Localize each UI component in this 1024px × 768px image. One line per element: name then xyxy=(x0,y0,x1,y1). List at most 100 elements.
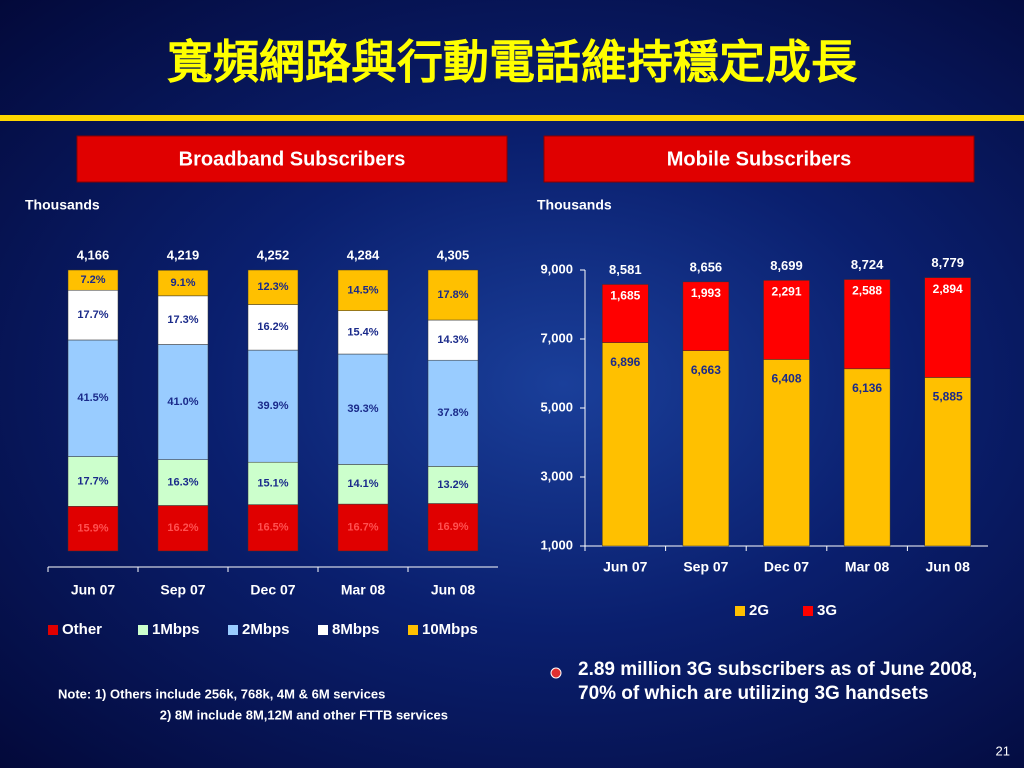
data-label: 6,136 xyxy=(852,381,882,395)
bar-segment xyxy=(337,353,389,465)
bar-segment xyxy=(602,284,649,343)
note: 2) 8M include 8M,12M and other FTTB serv… xyxy=(160,707,448,722)
bar-segment xyxy=(427,319,479,361)
legend-swatch xyxy=(318,625,328,635)
data-label: 17.7% xyxy=(77,475,108,487)
y-tick-label: 7,000 xyxy=(540,330,573,345)
total-label: 4,252 xyxy=(257,247,290,262)
bar-segment xyxy=(924,277,971,378)
total-label: 8,724 xyxy=(851,257,884,272)
bar-segment xyxy=(337,464,389,505)
bar-segment xyxy=(427,269,479,321)
x-tick-label: Mar 08 xyxy=(341,582,386,598)
bar-segment xyxy=(67,456,119,507)
legend-swatch xyxy=(803,606,813,616)
bar-segment xyxy=(247,269,299,305)
data-label: 16.5% xyxy=(257,522,288,534)
chart-header: Mobile Subscribers xyxy=(667,148,852,170)
x-tick-label: Dec 07 xyxy=(250,582,295,598)
data-label: 16.2% xyxy=(257,321,288,333)
x-tick-label: Jun 08 xyxy=(431,582,476,598)
bar-segment xyxy=(247,349,299,463)
data-label: 14.5% xyxy=(347,284,378,296)
legend-swatch xyxy=(138,625,148,635)
header-box xyxy=(76,135,508,183)
bar-segment xyxy=(247,304,299,351)
x-tick-label: Jun 08 xyxy=(926,559,971,575)
data-label: 17.7% xyxy=(77,309,108,321)
data-label: 7.2% xyxy=(80,274,105,286)
bar-segment xyxy=(157,295,209,345)
bar-segment xyxy=(67,506,119,552)
page-number: 21 xyxy=(996,743,1010,758)
total-label: 4,284 xyxy=(347,247,380,262)
bar-segment xyxy=(602,342,649,547)
legend-label: 2Mbps xyxy=(242,621,290,638)
bar-segment xyxy=(337,503,389,552)
bar-segment xyxy=(67,269,119,291)
data-label: 39.3% xyxy=(347,403,378,415)
x-tick-label: Sep 07 xyxy=(160,582,205,598)
x-tick-label: Sep 07 xyxy=(683,559,728,575)
data-label: 41.0% xyxy=(167,396,198,408)
data-label: 6,408 xyxy=(771,372,801,386)
total-label: 8,656 xyxy=(690,259,723,274)
bar-segment xyxy=(763,359,810,547)
data-label: 15.1% xyxy=(257,477,288,489)
bullet-icon xyxy=(550,667,562,679)
data-label: 15.9% xyxy=(77,523,108,535)
data-label: 41.5% xyxy=(77,392,108,404)
total-label: 8,581 xyxy=(609,262,642,277)
bar-segment xyxy=(67,339,119,457)
data-label: 1,993 xyxy=(691,286,721,300)
data-label: 14.3% xyxy=(437,334,468,346)
total-label: 4,166 xyxy=(77,247,110,262)
header-box xyxy=(543,135,975,183)
legend-label: 8Mbps xyxy=(332,621,380,638)
data-label: 39.9% xyxy=(257,400,288,412)
y-axis-label: Thousands xyxy=(537,197,612,213)
data-label: 17.3% xyxy=(167,314,198,326)
legend-label: 2G xyxy=(749,602,769,619)
legend-swatch xyxy=(48,625,58,635)
bar-segment xyxy=(427,503,479,552)
y-tick-label: 3,000 xyxy=(540,468,573,483)
x-tick-label: Jun 07 xyxy=(71,582,116,598)
y-axis-label: Thousands xyxy=(25,197,100,213)
bar-segment xyxy=(157,459,209,506)
data-label: 16.9% xyxy=(437,521,468,533)
legend-swatch xyxy=(408,625,418,635)
total-label: 8,699 xyxy=(770,258,803,273)
bar-segment xyxy=(427,466,479,504)
data-label: 6,896 xyxy=(610,355,640,369)
data-label: 16.3% xyxy=(167,476,198,488)
legend-label: Other xyxy=(62,621,102,638)
bar-segment xyxy=(682,281,730,351)
y-tick-label: 5,000 xyxy=(540,399,573,414)
bar-segment xyxy=(247,461,299,505)
bar-segment xyxy=(337,269,389,311)
total-label: 8,779 xyxy=(931,255,964,270)
bar-segment xyxy=(67,289,119,341)
x-tick-label: Dec 07 xyxy=(764,559,809,575)
data-label: 12.3% xyxy=(257,281,288,293)
data-label: 2,588 xyxy=(852,284,882,298)
y-tick-label: 9,000 xyxy=(540,261,573,276)
total-label: 4,305 xyxy=(437,247,470,262)
bar-segment xyxy=(427,359,479,467)
legend-label: 10Mbps xyxy=(422,621,478,638)
slide-title: 寬頻網路與行動電話維持穩定成長 xyxy=(167,36,858,88)
legend-label: 3G xyxy=(817,602,837,619)
data-label: 2,894 xyxy=(933,282,963,296)
data-label: 13.2% xyxy=(437,479,468,491)
note: Note: 1) Others include 256k, 768k, 4M &… xyxy=(58,686,385,701)
bar-segment xyxy=(157,505,209,552)
legend-label: 1Mbps xyxy=(152,621,200,638)
bar-segment xyxy=(843,368,891,547)
data-label: 17.8% xyxy=(437,289,468,301)
bar-segment xyxy=(247,504,299,552)
legend-swatch xyxy=(228,625,238,635)
data-label: 15.4% xyxy=(347,326,378,338)
data-label: 5,885 xyxy=(933,390,963,404)
